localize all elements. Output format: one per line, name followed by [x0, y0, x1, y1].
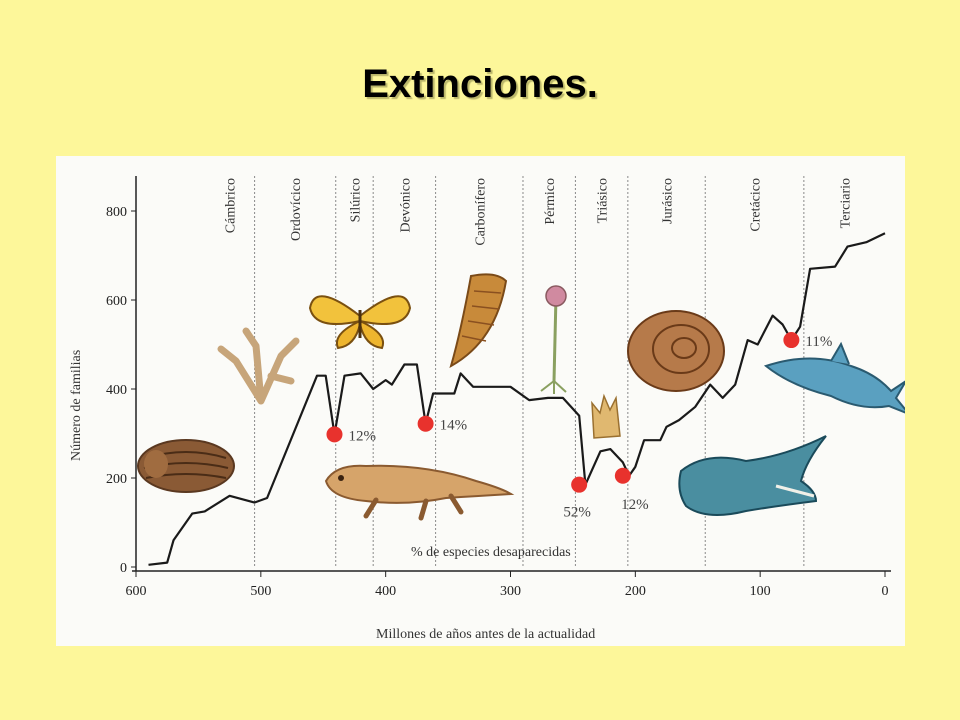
coral-icon: [217, 327, 300, 405]
extinction-marker: [783, 332, 800, 349]
extinction-marker: [326, 426, 343, 443]
x-tick-label: 100: [750, 584, 771, 599]
trilobite-icon: [137, 439, 235, 493]
x-tick-label: 200: [625, 584, 646, 599]
chart-panel: Cámbrico Ordovícico Silúrico Devónico Carbon…: [56, 156, 905, 646]
extinction-marker: [417, 415, 434, 432]
x-tick-label: 600: [126, 584, 147, 599]
period-dividers: Cámbrico Ordovícico Silúrico Devónico Carbon…: [224, 176, 853, 567]
x-tick-label: 500: [250, 584, 271, 599]
period-label: Ordovícico: [289, 178, 304, 241]
families-line: [148, 232, 886, 566]
y-tick-label: 400: [106, 383, 127, 398]
x-axis-title: Millones de años antes de la actualidad: [376, 627, 595, 642]
series-line: [148, 232, 886, 566]
extinction-label: 11%: [805, 334, 832, 350]
slide-title: Extinciones.: [362, 62, 598, 106]
fossil-illustrations: [137, 273, 905, 521]
period-label: Devónico: [398, 178, 413, 232]
ammonite-icon: [627, 310, 725, 392]
chart-axes: 0 200 400 600 800 600 500 400 300 200 100 0: [106, 176, 891, 599]
horn-coral-icon: [449, 273, 508, 369]
butterfly-icon: [308, 295, 412, 350]
period-label: Jurásico: [661, 178, 676, 224]
extinction-label: 52%: [563, 505, 591, 521]
period-label: Triásico: [596, 178, 611, 223]
mosasaur-icon: [678, 435, 827, 516]
shark-icon: [763, 341, 905, 414]
extinction-chart: Cámbrico Ordovícico Silúrico Devónico Carbon…: [69, 176, 905, 642]
y-tick-label: 200: [106, 472, 127, 487]
dermal-plate-icon: [591, 393, 621, 439]
x-tick-label: 400: [375, 584, 396, 599]
seed-fern-icon: [540, 285, 567, 394]
extinction-label: 12%: [621, 497, 649, 513]
y-tick-label: 600: [106, 294, 127, 309]
period-label: Cámbrico: [224, 178, 239, 233]
extinction-markers: 12% 14% 52% 12% 11%: [326, 332, 832, 521]
y-tick-label: 800: [106, 205, 127, 220]
period-label: Carbonífero: [473, 178, 488, 246]
extinction-caption: % de especies desaparecidas: [411, 545, 571, 560]
amphibian-icon: [324, 464, 515, 521]
y-tick-label: 0: [120, 561, 127, 576]
period-label: Cretácico: [749, 178, 764, 232]
extinction-marker: [614, 467, 631, 484]
x-tick-label: 0: [882, 584, 889, 599]
period-label: Terciario: [838, 178, 853, 228]
y-axis-title: Número de familias: [69, 350, 84, 461]
period-label: Pérmico: [543, 178, 558, 225]
x-tick-label: 300: [500, 584, 521, 599]
period-label: Silúrico: [348, 178, 363, 222]
extinction-marker: [571, 476, 588, 493]
extinction-label: 14%: [440, 418, 468, 434]
extinction-label: 12%: [348, 428, 376, 444]
